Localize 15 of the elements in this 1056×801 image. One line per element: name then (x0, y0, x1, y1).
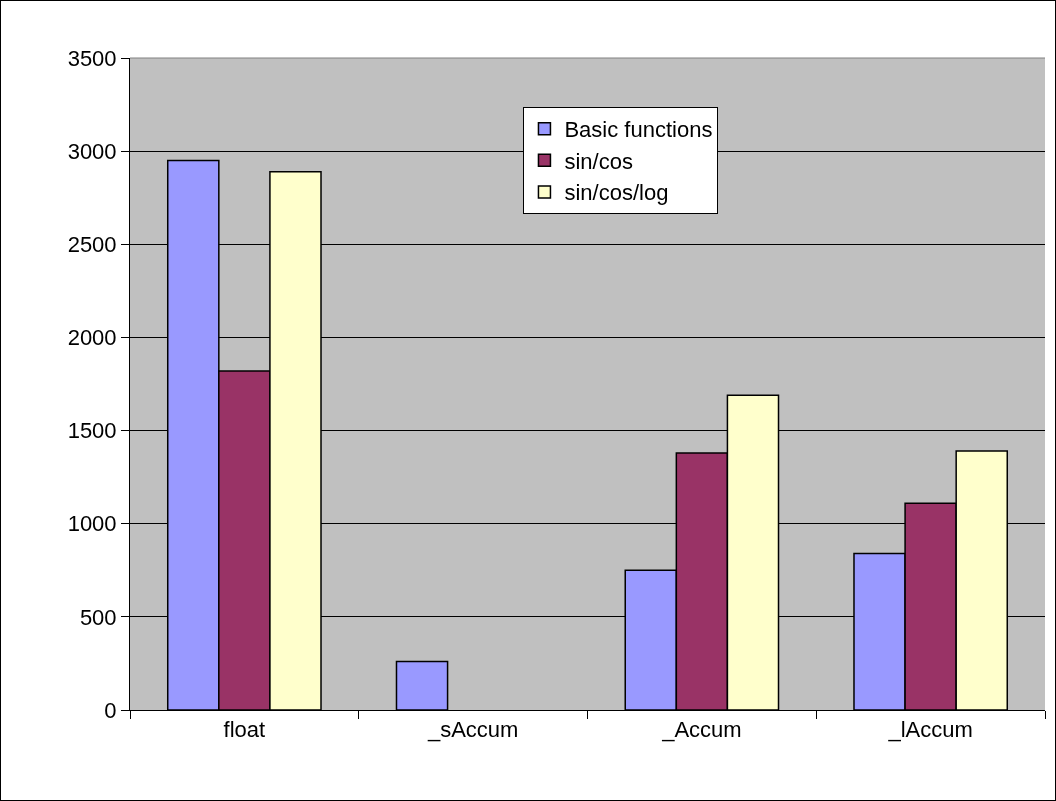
y-tick-label: 3000 (67, 138, 117, 164)
y-tick-label: 1000 (67, 511, 117, 537)
legend-label: sin/cos/log (564, 180, 669, 206)
legend-label: Basic functions (564, 117, 713, 143)
y-tick-label: 500 (79, 604, 117, 630)
y-tick-label: 1500 (67, 418, 117, 444)
y-tick-label: 3500 (67, 45, 117, 71)
x-tick-label: _lAccum (887, 717, 973, 743)
x-tick-label: _Accum (661, 717, 742, 743)
y-tick-label: 2000 (67, 325, 117, 351)
x-tick-label: _sAccum (426, 717, 519, 743)
y-tick-label: 2500 (67, 231, 117, 257)
y-tick-label: 0 (104, 697, 117, 723)
x-tick-label: float (223, 717, 266, 743)
legend-label: sin/cos (564, 148, 633, 174)
